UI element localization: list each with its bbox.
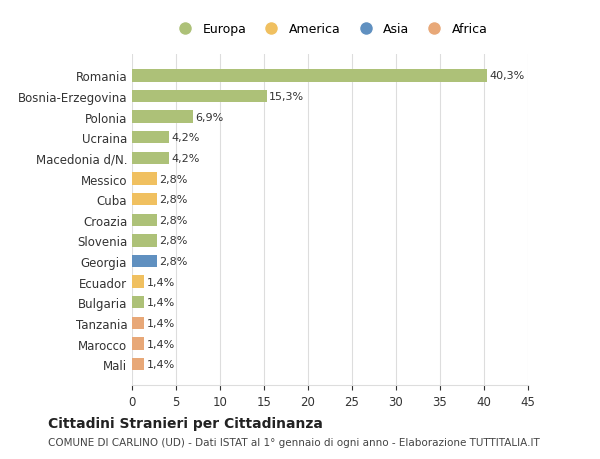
Text: 2,8%: 2,8% xyxy=(159,195,188,205)
Text: 2,8%: 2,8% xyxy=(159,236,188,246)
Bar xyxy=(132,194,157,206)
Bar xyxy=(132,91,266,103)
Bar xyxy=(132,70,487,83)
Bar xyxy=(132,338,145,350)
Text: 40,3%: 40,3% xyxy=(489,71,524,81)
Text: 1,4%: 1,4% xyxy=(147,339,175,349)
Text: 1,4%: 1,4% xyxy=(147,297,175,308)
Bar xyxy=(132,255,157,268)
Bar xyxy=(132,173,157,185)
Bar xyxy=(132,214,157,226)
Bar xyxy=(132,132,169,144)
Text: 1,4%: 1,4% xyxy=(147,277,175,287)
Bar xyxy=(132,358,145,370)
Text: 1,4%: 1,4% xyxy=(147,318,175,328)
Text: 4,2%: 4,2% xyxy=(172,133,200,143)
Bar xyxy=(132,297,145,309)
Text: 2,8%: 2,8% xyxy=(159,174,188,184)
Bar xyxy=(132,235,157,247)
Text: 15,3%: 15,3% xyxy=(269,92,304,102)
Text: 1,4%: 1,4% xyxy=(147,359,175,369)
Text: 2,8%: 2,8% xyxy=(159,215,188,225)
Bar xyxy=(132,276,145,288)
Bar xyxy=(132,317,145,330)
Text: 2,8%: 2,8% xyxy=(159,257,188,267)
Bar xyxy=(132,152,169,165)
Text: COMUNE DI CARLINO (UD) - Dati ISTAT al 1° gennaio di ogni anno - Elaborazione TU: COMUNE DI CARLINO (UD) - Dati ISTAT al 1… xyxy=(48,437,540,447)
Bar xyxy=(132,111,193,123)
Text: Cittadini Stranieri per Cittadinanza: Cittadini Stranieri per Cittadinanza xyxy=(48,416,323,430)
Text: 6,9%: 6,9% xyxy=(196,112,224,123)
Text: 4,2%: 4,2% xyxy=(172,154,200,163)
Legend: Europa, America, Asia, Africa: Europa, America, Asia, Africa xyxy=(167,18,493,41)
